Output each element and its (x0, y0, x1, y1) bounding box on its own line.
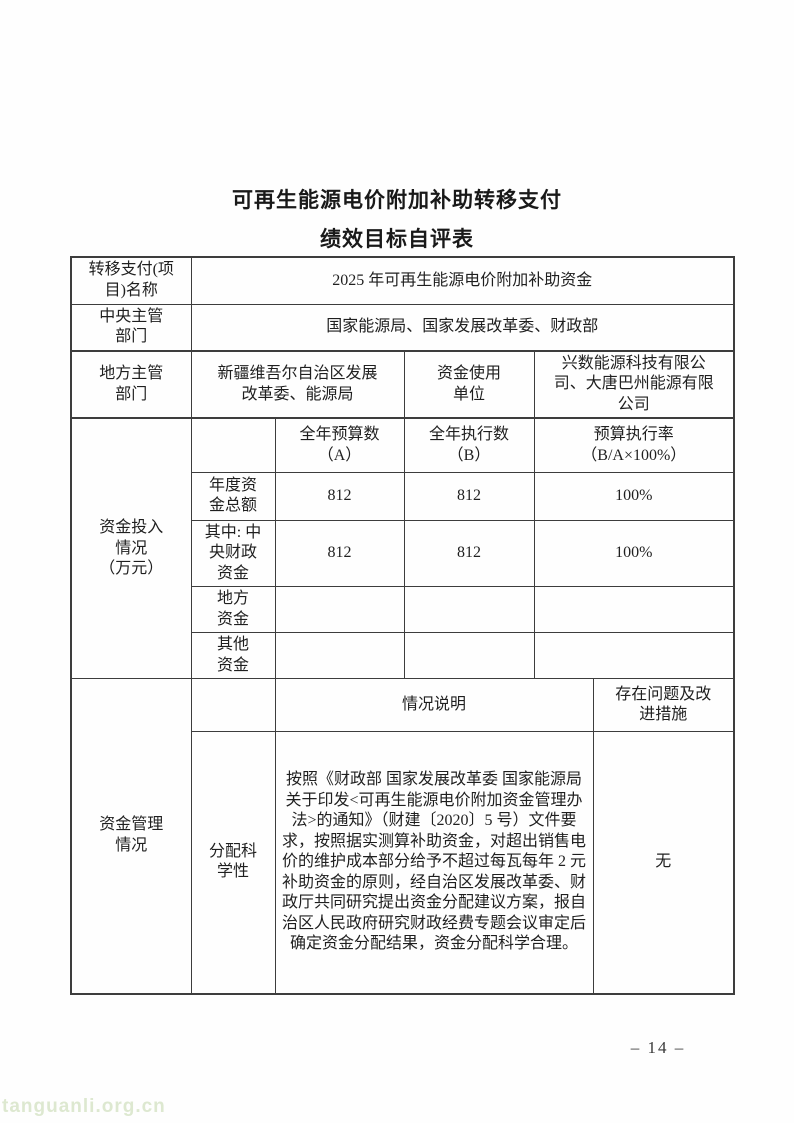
site-watermark: tanguanli.org.cn (2, 1096, 166, 1117)
central-fiscal-fund-label: 其中: 中 央财政 资金 (190, 519, 276, 588)
central-fiscal-fund-exec: 812 (403, 519, 535, 588)
table-row-transfer-payment-name: 转移支付(项 目)名称 2025 年可再生能源电价附加补助资金 (70, 256, 735, 305)
allocation-science-label: 分配科 学性 (190, 731, 276, 995)
transfer-payment-name-value: 2025 年可再生能源电价附加补助资金 (190, 256, 735, 305)
annual-total-rate: 100% (533, 471, 735, 521)
table-row-management-header: 资金管理 情况 情况说明 存在问题及改 进措施 (70, 678, 735, 995)
management-section-label: 资金管理 情况 (70, 678, 192, 995)
fund-user-label: 资金使用 单位 (403, 349, 535, 419)
central-fiscal-fund-budget: 812 (274, 519, 405, 588)
other-fund-rate (533, 632, 735, 680)
annual-total-label: 年度资 金总额 (190, 471, 276, 521)
funding-corner-blank (190, 417, 276, 473)
local-department-label: 地方主管 部门 (70, 349, 192, 419)
table-row-other-fund: 其他 资金 (71, 632, 735, 680)
annual-total-exec: 812 (403, 471, 535, 521)
table-row-central-fiscal-fund: 其中: 中 央财政 资金 812 812 100% (71, 519, 735, 588)
other-fund-exec (403, 632, 535, 680)
annual-total-budget: 812 (274, 471, 405, 521)
management-col-desc-header: 情况说明 (274, 678, 594, 733)
central-department-label: 中央主管 部门 (70, 303, 192, 352)
document-title: 可再生能源电价附加补助转移支付 (232, 188, 562, 212)
table-row-central-department: 中央主管 部门 国家能源局、国家发展改革委、财政部 (70, 303, 735, 352)
other-fund-budget (274, 632, 405, 680)
central-fiscal-fund-rate: 100% (533, 519, 735, 588)
local-fund-label: 地方 资金 (190, 586, 276, 634)
funding-col-budget-header: 全年预算数 （A） (274, 417, 405, 473)
funding-section-label: 资金投入 情况 （万元） (70, 417, 192, 680)
local-fund-rate (533, 586, 735, 634)
other-fund-label: 其他 资金 (190, 632, 276, 680)
local-department-value: 新疆维吾尔自治区发展 改革委、能源局 (190, 349, 405, 419)
fund-user-value: 兴数能源科技有限公 司、大唐巴州能源有限 公司 (533, 349, 735, 419)
management-corner-blank (190, 678, 276, 733)
management-col-issues-header: 存在问题及改 进措施 (592, 678, 735, 733)
document-subtitle: 绩效目标自评表 (320, 227, 474, 251)
central-department-value: 国家能源局、国家发展改革委、财政部 (190, 303, 735, 352)
allocation-science-issues: 无 (592, 731, 735, 995)
page-number: – 14 – (630, 1038, 686, 1057)
local-fund-budget (274, 586, 405, 634)
table-row-local-department: 地方主管 部门 新疆维吾尔自治区发展 改革委、能源局 资金使用 单位 兴数能源科… (70, 349, 735, 419)
table-row-funding-header: 资金投入 情况 （万元） 全年预算数 （A） 全年执行数 （B） 预算执行率 （… (70, 417, 735, 680)
local-fund-exec (403, 586, 535, 634)
table-row-allocation-science: 分配科 学性 按照《财政部 国家发展改革委 国家能源局关于印发<可再生能源电价附… (71, 731, 735, 995)
funding-col-rate-header: 预算执行率 （B/A×100%） (533, 417, 735, 473)
table-row-local-fund: 地方 资金 (71, 586, 735, 634)
funding-col-exec-header: 全年执行数 （B） (403, 417, 535, 473)
performance-self-assessment-table: 转移支付(项 目)名称 2025 年可再生能源电价附加补助资金 中央主管 部门 … (70, 256, 736, 995)
transfer-payment-name-label: 转移支付(项 目)名称 (70, 256, 192, 305)
allocation-science-description: 按照《财政部 国家发展改革委 国家能源局关于印发<可再生能源电价附加资金管理办法… (274, 731, 594, 995)
table-row-annual-total: 年度资 金总额 812 812 100% (71, 471, 735, 521)
